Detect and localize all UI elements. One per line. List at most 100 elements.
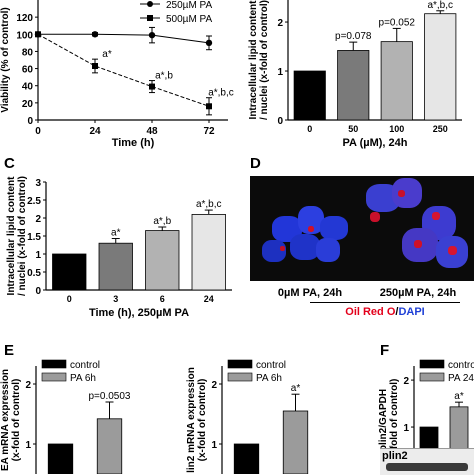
xtick-label-A: 24 (89, 126, 101, 137)
ytick-label-A: 60 (22, 65, 34, 76)
stain-dapi: DAPI (398, 306, 425, 318)
xtick-label-A: 0 (35, 126, 41, 137)
legend-label-E2-1: PA 6h (256, 373, 282, 384)
category-label-C-0: 0 (67, 294, 72, 304)
category-label-B-0: 0 (307, 124, 312, 134)
category-label-C-1: 3 (113, 294, 118, 304)
bar-B-0 (293, 70, 326, 121)
legend-label-E2-0: control (256, 360, 286, 371)
point-A-1-1 (92, 63, 98, 69)
legend-swatch-F-0 (419, 359, 445, 369)
micrograph-label-palmitate: 250µM PA, 24h (379, 287, 457, 299)
annotation-C-3: a*,b,c (196, 199, 222, 210)
ytick-label-C: 1.5 (27, 232, 41, 243)
ylabel-C-line2: / nuclei (x-fold of control) (17, 176, 28, 296)
ytick-label-F: 2 (403, 376, 409, 387)
series-line-A-0 (38, 33, 210, 44)
legend-label-E1-1: PA 6h (70, 373, 96, 384)
ytick-label-B: 0 (277, 116, 283, 127)
ytick-label-C: 1 (35, 250, 41, 261)
category-label-C-3: 24 (204, 294, 214, 304)
bar-C-3 (191, 213, 226, 291)
ylabel-C-line1: Intracellular lipid content (6, 176, 17, 296)
xtick-label-A: 48 (146, 126, 158, 137)
legend-swatch-E2-1 (227, 372, 253, 382)
legend-swatch-E1-0 (41, 359, 67, 369)
panel-label-f: F (380, 342, 390, 359)
point-A-1-3 (206, 103, 212, 110)
legend-swatch-F-1 (419, 372, 445, 382)
legend-label-A-0: 250µM PA (166, 0, 212, 11)
ytick-label-B: 1 (277, 67, 283, 78)
western-band (386, 463, 468, 471)
stain-separator: / (395, 306, 399, 318)
category-label-B-3: 250 (433, 124, 448, 134)
micrograph-label-control: 0µM PA, 24h (277, 287, 343, 299)
legend-swatch-E1-1 (41, 372, 67, 382)
stain-oil-red-o: Oil Red O (345, 306, 396, 318)
ylabel-B-line2: / nuclei (x-fold of control) (259, 0, 270, 120)
point-A-1-0 (35, 31, 41, 38)
annotation-B-2: p=0.052 (379, 17, 416, 28)
ytick-label-B: 2 (277, 18, 283, 29)
bar-E1-1 (96, 418, 123, 474)
ylabel-E2-line1: lin2 mRNA expression (186, 367, 197, 473)
ytick-label-A: 80 (22, 47, 34, 58)
ylabel-B-line1: Intracellular lipid content (248, 0, 259, 119)
legend-marker-A-1 (147, 15, 153, 21)
legend-label-F-1: PA 24h (448, 373, 474, 384)
xlabel-A: Time (h) (112, 137, 155, 149)
xtick-label-A: 72 (203, 126, 215, 137)
ytick-label-E2: 2 (211, 380, 217, 391)
panel-label-c: C (4, 155, 15, 172)
stain-legend: Oil Red O/DAPI (310, 306, 460, 318)
category-label-B-1: 50 (348, 124, 358, 134)
ytick-label-A: 120 (16, 13, 33, 24)
ytick-label-A: 20 (22, 99, 34, 110)
annotation-E1-1: p=0.0503 (89, 391, 131, 402)
ylabel-A: Viability (% of control) (0, 7, 11, 112)
bar-B-2 (380, 41, 413, 121)
micrograph-control (250, 176, 362, 281)
annotation-E2-1: a* (291, 383, 301, 394)
bar-E2-1 (282, 410, 309, 474)
bar-B-3 (424, 13, 457, 121)
ylabel-F-line1: plin2/GAPDH (378, 389, 389, 451)
annotation-F-1: a* (454, 391, 464, 402)
point-A-0-2 (148, 31, 156, 39)
western-label-plin2: plin2 (382, 450, 408, 462)
ytick-label-E1: 1 (25, 440, 31, 451)
bar-C-1 (98, 242, 133, 291)
ytick-label-C: 0.5 (27, 268, 41, 279)
ytick-label-E1: 2 (25, 380, 31, 391)
annotation-B-1: p=0.078 (335, 31, 372, 42)
western-blot: plin2 (380, 448, 474, 475)
point-A-0-1 (91, 31, 99, 38)
ylabel-E1-line2: (x-fold of control) (11, 379, 22, 462)
point-A-1-2 (149, 83, 155, 90)
ytick-label-A: 0 (27, 116, 33, 127)
annotation-A-1: a* (102, 49, 112, 60)
ytick-label-F: 1 (403, 423, 409, 434)
ylabel-F-line2: (x-fold of control) (389, 379, 400, 462)
micrograph-palmitate (362, 176, 474, 281)
legend-label-E1-0: control (70, 360, 100, 371)
ytick-label-A: 40 (22, 82, 34, 93)
bar-C-0 (52, 253, 87, 291)
bar-B-1 (337, 50, 370, 121)
ylabel-E2-line2: (x-fold of control) (197, 379, 208, 462)
xlabel-B: PA (µM), 24h (342, 137, 407, 149)
legend-label-F-0: control (448, 360, 474, 371)
ytick-label-C: 2 (35, 214, 41, 225)
bar-C-2 (145, 230, 180, 291)
legend-swatch-E2-0 (227, 359, 253, 369)
bar-E2-0 (233, 443, 260, 474)
ytick-label-A: 100 (16, 30, 33, 41)
annotation-C-2: a*,b (153, 216, 171, 227)
legend-marker-A-0 (147, 1, 153, 7)
category-label-B-2: 100 (389, 124, 404, 134)
point-A-0-3 (205, 39, 213, 47)
category-label-C-2: 6 (160, 294, 165, 304)
panel-label-e: E (4, 342, 15, 359)
panel-label-d: D (250, 155, 261, 172)
